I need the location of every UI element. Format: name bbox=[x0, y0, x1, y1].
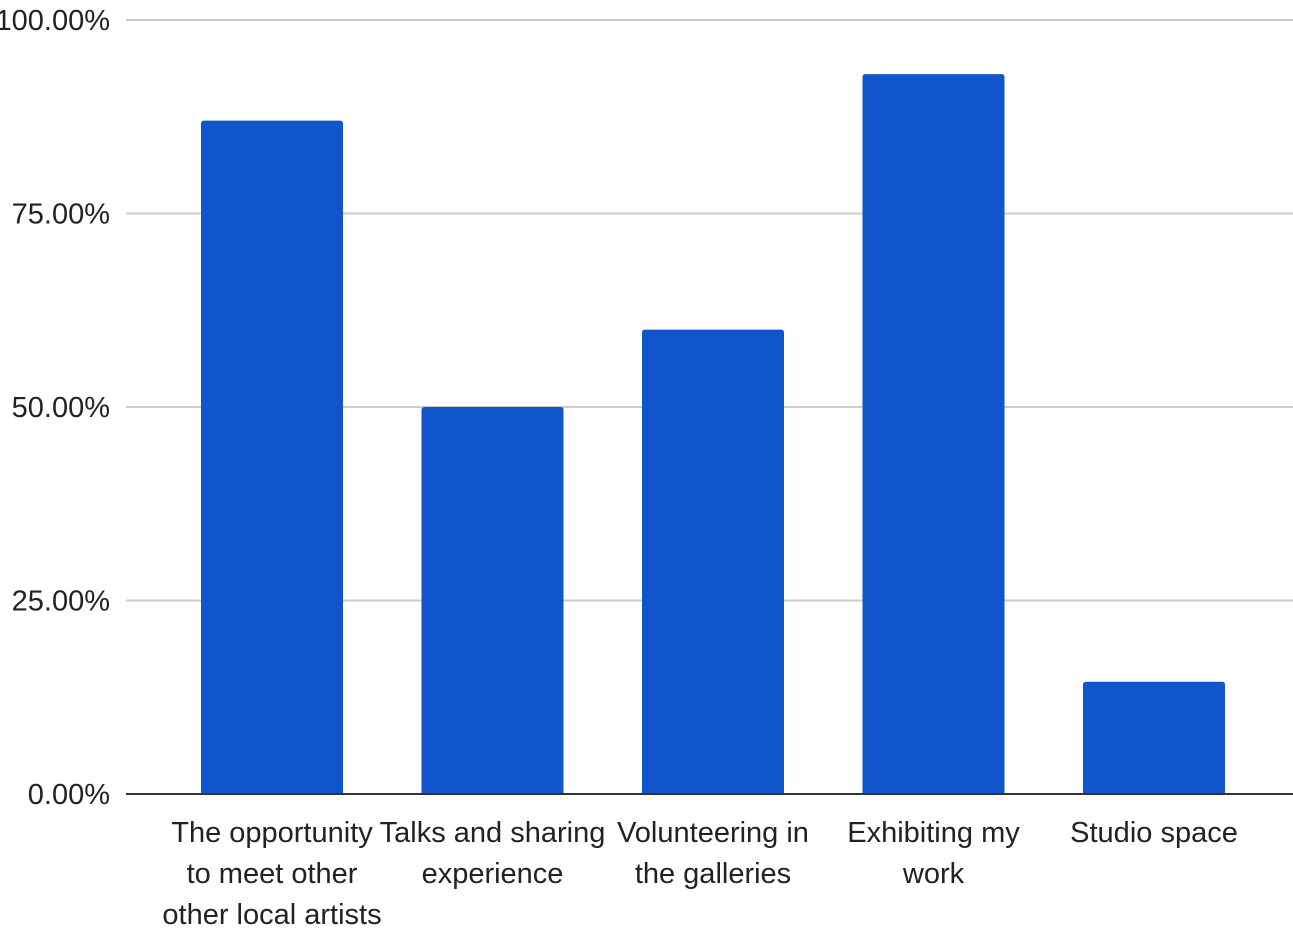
x-tick-label-line: experience bbox=[422, 858, 564, 890]
x-category-label: Exhibiting my work bbox=[847, 817, 1020, 890]
x-axis-category-labels: The opportunity to meet other other local … bbox=[162, 817, 1237, 930]
x-category-label: Studio space bbox=[1070, 817, 1238, 849]
bar bbox=[201, 120, 343, 795]
y-tick-label: 50.00% bbox=[12, 392, 110, 424]
y-axis-tick-labels: 0.00% 25.00% 50.00% 75.00% 100.00% bbox=[0, 5, 110, 811]
x-tick-label-line: Studio space bbox=[1070, 817, 1238, 849]
x-tick-label-line: The opportunity bbox=[171, 817, 373, 849]
x-category-label: The opportunity to meet other other local … bbox=[162, 817, 381, 930]
y-tick-label: 75.00% bbox=[12, 199, 110, 231]
bar bbox=[862, 74, 1005, 795]
x-tick-label-line: work bbox=[902, 858, 965, 890]
bar bbox=[642, 329, 784, 794]
x-tick-label-line: other local artists bbox=[162, 899, 381, 930]
y-tick-label: 25.00% bbox=[12, 586, 110, 618]
y-tick-label: 100.00% bbox=[0, 5, 110, 37]
bar bbox=[1083, 681, 1225, 794]
x-category-label: Volunteering in the galleries bbox=[617, 817, 809, 890]
x-category-label: Talks and sharing experience bbox=[380, 817, 606, 890]
bar bbox=[421, 407, 564, 794]
x-tick-label-line: Volunteering in bbox=[617, 817, 809, 849]
x-tick-label-line: Exhibiting my bbox=[847, 817, 1020, 849]
x-tick-label-line: to meet other bbox=[187, 858, 358, 890]
y-tick-label: 0.00% bbox=[28, 779, 110, 811]
x-tick-label-line: the galleries bbox=[635, 858, 791, 890]
x-tick-label-line: Talks and sharing bbox=[380, 817, 606, 849]
bars bbox=[201, 74, 1225, 795]
